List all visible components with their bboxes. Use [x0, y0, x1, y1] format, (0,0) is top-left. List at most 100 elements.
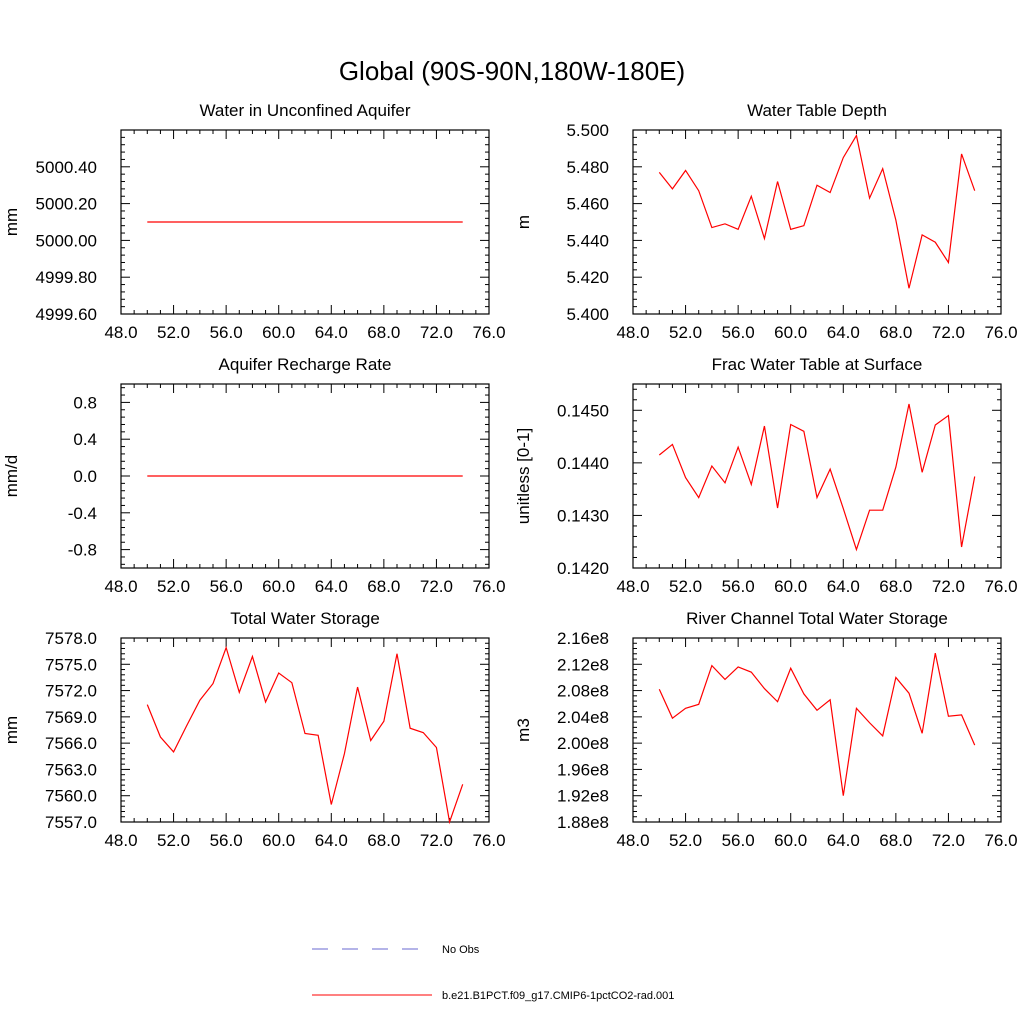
y-tick-label: 2.08e8	[557, 682, 609, 701]
y-tick-label: 5.500	[566, 121, 609, 140]
x-tick-label: 60.0	[262, 831, 295, 850]
y-tick-label: 7563.0	[45, 760, 97, 779]
plot-frame	[632, 637, 1002, 823]
y-tick-label: 2.12e8	[557, 655, 609, 674]
x-tick-label: 52.0	[669, 577, 702, 596]
x-tick-label: 72.0	[420, 577, 453, 596]
panel-title: Aquifer Recharge Rate	[219, 355, 392, 374]
y-tick-label: 5.440	[566, 231, 609, 250]
x-tick-label: 52.0	[157, 577, 190, 596]
panel-title: Water in Unconfined Aquifer	[199, 101, 410, 120]
y-tick-label: 5.400	[566, 305, 609, 324]
y-tick-label: 5.420	[566, 268, 609, 287]
x-tick-label: 48.0	[616, 831, 649, 850]
main-title: Global (90S-90N,180W-180E)	[339, 56, 685, 86]
y-tick-label: 5000.40	[36, 158, 97, 177]
panel-water-in-unconfined-aquifer: Water in Unconfined Aquifer 48.0 52.0 56.0 6…	[2, 101, 506, 342]
x-tick-label: 60.0	[774, 323, 807, 342]
panel-title: Total Water Storage	[230, 609, 380, 628]
x-tick-label: 52.0	[669, 831, 702, 850]
x-tick-label: 72.0	[932, 323, 965, 342]
x-tick-label: 56.0	[210, 577, 243, 596]
x-tick-label: 64.0	[315, 323, 348, 342]
y-axis-label: mm/d	[2, 455, 21, 498]
chart-panels: Water in Unconfined Aquifer 48.0 52.0 56.0 6…	[2, 101, 1018, 850]
x-tick-label: 68.0	[879, 323, 912, 342]
y-tick-label: 7557.0	[45, 813, 97, 832]
y-tick-label: 2.04e8	[557, 708, 609, 727]
x-tick-label: 72.0	[932, 831, 965, 850]
y-axis-label: m3	[514, 718, 533, 742]
series-line	[146, 645, 464, 825]
y-tick-label: 5.460	[566, 195, 609, 214]
x-tick-label: 48.0	[104, 577, 137, 596]
x-tick-label: 52.0	[157, 831, 190, 850]
x-tick-label: 52.0	[669, 323, 702, 342]
x-tick-label: 76.0	[984, 323, 1017, 342]
x-tick-label: 48.0	[104, 323, 137, 342]
x-tick-label: 56.0	[722, 577, 755, 596]
y-tick-label: 7578.0	[45, 629, 97, 648]
y-tick-label: 7575.0	[45, 655, 97, 674]
x-tick-label: 64.0	[315, 831, 348, 850]
x-tick-label: 68.0	[879, 577, 912, 596]
legend: No Obs b.e21.B1PCT.f09_g17.CMIP6-1pctCO2…	[312, 944, 674, 1002]
x-tick-label: 76.0	[984, 831, 1017, 850]
legend-label-model-run: b.e21.B1PCT.f09_g17.CMIP6-1pctCO2-rad.00…	[442, 990, 674, 1002]
y-tick-label: 0.1430	[557, 506, 609, 525]
plot-frame	[632, 129, 1002, 315]
x-tick-label: 52.0	[157, 323, 190, 342]
x-tick-label: 68.0	[367, 323, 400, 342]
x-tick-label: 60.0	[262, 323, 295, 342]
panel-water-table-depth: Water Table Depth 48.0 52.0 56.0 60.0 64.0 68.…	[514, 101, 1018, 342]
y-axis-label: mm	[2, 208, 21, 236]
plot-frame	[120, 637, 490, 823]
x-tick-label: 60.0	[774, 577, 807, 596]
panel-title: River Channel Total Water Storage	[686, 609, 948, 628]
x-tick-label: 56.0	[722, 831, 755, 850]
y-tick-label: 0.4	[73, 430, 97, 449]
y-tick-label: 7566.0	[45, 734, 97, 753]
x-tick-label: 76.0	[472, 323, 505, 342]
y-axis-label: unitless [0-1]	[514, 428, 533, 524]
panel-total-water-storage: Total Water Storage 48.0 52.0 56.0 60.0 64.0 6…	[2, 609, 506, 850]
y-tick-label: 2.16e8	[557, 629, 609, 648]
x-tick-label: 64.0	[827, 831, 860, 850]
x-tick-label: 68.0	[879, 831, 912, 850]
y-tick-label: 1.88e8	[557, 813, 609, 832]
panel-river-channel-total-water-storage: River Channel Total Water Storage 48.0 52.…	[514, 609, 1018, 850]
y-axis-label: m	[514, 215, 533, 229]
plot-frame	[632, 383, 1002, 569]
x-tick-label: 68.0	[367, 831, 400, 850]
x-tick-label: 76.0	[984, 577, 1017, 596]
x-tick-label: 64.0	[827, 323, 860, 342]
x-tick-label: 72.0	[420, 831, 453, 850]
panel-title: Frac Water Table at Surface	[712, 355, 923, 374]
y-tick-label: 0.0	[73, 467, 97, 486]
panel-title: Water Table Depth	[747, 101, 887, 120]
y-tick-label: 7572.0	[45, 682, 97, 701]
series-line	[658, 133, 976, 289]
x-tick-label: 48.0	[616, 323, 649, 342]
y-tick-label: -0.8	[68, 541, 97, 560]
x-tick-label: 72.0	[420, 323, 453, 342]
x-tick-label: 60.0	[262, 577, 295, 596]
x-tick-label: 72.0	[932, 577, 965, 596]
y-tick-label: 1.96e8	[557, 760, 609, 779]
y-tick-label: 1.92e8	[557, 787, 609, 806]
y-tick-label: 7569.0	[45, 708, 97, 727]
x-tick-label: 48.0	[104, 831, 137, 850]
x-tick-label: 60.0	[774, 831, 807, 850]
x-tick-label: 64.0	[315, 577, 348, 596]
x-tick-label: 56.0	[210, 323, 243, 342]
x-tick-label: 48.0	[616, 577, 649, 596]
x-tick-label: 68.0	[367, 577, 400, 596]
y-tick-label: 2.00e8	[557, 734, 609, 753]
series-line	[658, 403, 976, 552]
y-tick-label: -0.4	[68, 504, 97, 523]
y-tick-label: 0.1420	[557, 559, 609, 578]
y-tick-label: 0.1440	[557, 454, 609, 473]
x-tick-label: 56.0	[722, 323, 755, 342]
y-tick-label: 5000.00	[36, 231, 97, 250]
y-axis-label: mm	[2, 716, 21, 744]
